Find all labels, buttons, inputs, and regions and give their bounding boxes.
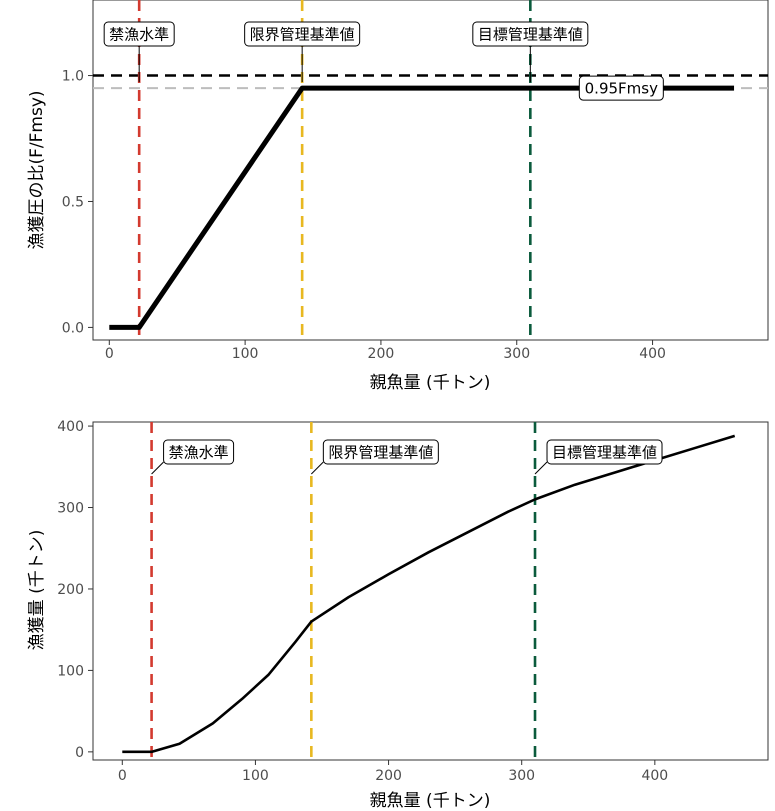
x-tick-label: 200 (375, 768, 402, 784)
plot-panel (92, 421, 769, 761)
reference-label-box (244, 21, 361, 47)
x-tick-label: 0 (105, 346, 114, 362)
x-tick-label: 300 (503, 346, 530, 362)
reference-label: 限界管理基準値 (328, 444, 433, 462)
reference-label: 目標管理基準値 (478, 26, 583, 44)
label-leader (151, 461, 164, 475)
label-leader (534, 461, 548, 475)
reference-label-box (578, 75, 664, 101)
reference-label-box (163, 439, 235, 465)
catch-chart: 禁漁水準 限界管理基準値 目標管理基準値 0 100 200 300 400 0 100 200… (27, 419, 769, 811)
y-tick-label: 0.5 (62, 194, 84, 210)
y-tick-label: 400 (57, 419, 84, 435)
y-tick-label: 1.0 (62, 69, 84, 85)
reference-label-box (472, 21, 589, 47)
x-tick-label: 0 (118, 768, 127, 784)
y-tick-label: 0.0 (62, 320, 84, 336)
x-tick-label: 100 (232, 346, 259, 362)
reference-label-box (322, 439, 439, 465)
y-axis-title: 漁獲量 (千トン) (27, 530, 47, 651)
x-tick-label: 200 (368, 346, 395, 362)
reference-label-box (103, 21, 175, 47)
reference-label: 目標管理基準値 (552, 444, 657, 462)
reference-label: 禁漁水準 (169, 444, 229, 462)
reference-label: 0.95Fmsy (585, 80, 658, 98)
data-line (109, 85, 735, 330)
x-axis-title: 親魚量 (千トン) (370, 791, 491, 811)
y-tick-label: 100 (57, 663, 84, 679)
reference-label-box (546, 439, 663, 465)
plot-panel (92, 0, 769, 341)
y-tick-label: 0 (75, 745, 84, 761)
reference-label: 禁漁水準 (109, 26, 169, 44)
y-axis-title: 漁獲圧の比(F/Fmsy) (27, 90, 47, 249)
x-tick-label: 400 (641, 768, 668, 784)
y-tick-label: 200 (57, 582, 84, 598)
data-line (122, 434, 736, 754)
x-axis-title: 親魚量 (千トン) (370, 373, 491, 393)
reference-label: 限界管理基準値 (250, 26, 355, 44)
x-tick-label: 300 (508, 768, 535, 784)
y-tick-label: 300 (57, 501, 84, 517)
hcr-chart: 禁漁水準 限界管理基準値 目標管理基準値 0.95Fmsy 0 100 200 300 400… (27, 0, 769, 393)
label-leader (310, 461, 324, 475)
x-tick-label: 100 (242, 768, 269, 784)
x-tick-label: 400 (639, 346, 666, 362)
